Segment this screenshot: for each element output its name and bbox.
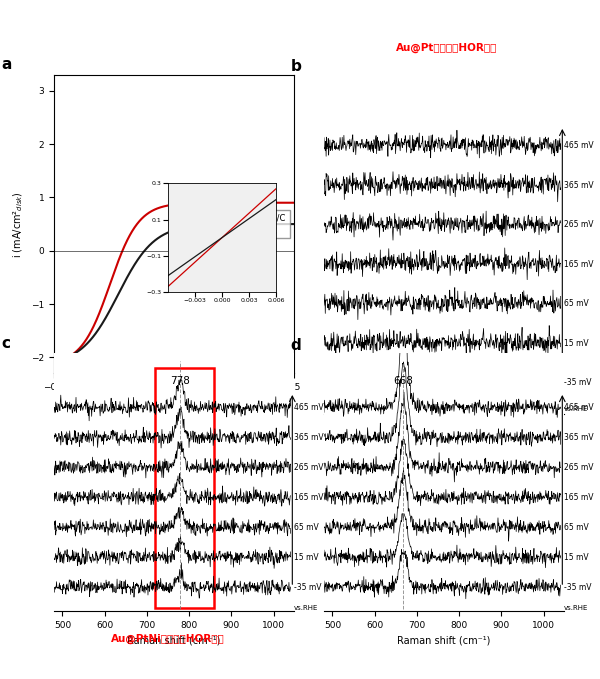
Au@PtNi/C: [112, 264, 119, 272]
Bar: [155, 368, 214, 608]
Text: 165 mV: 165 mV: [564, 492, 593, 502]
Text: vs.RHE: vs.RHE: [294, 605, 319, 611]
Text: d: d: [290, 339, 301, 354]
Text: -35 mV: -35 mV: [294, 583, 322, 591]
Text: 165 mV: 165 mV: [564, 259, 593, 269]
Text: a: a: [1, 57, 11, 72]
Text: -35 mV: -35 mV: [564, 378, 592, 387]
Text: 365 mV: 365 mV: [564, 181, 593, 189]
Text: 15 mV: 15 mV: [564, 553, 589, 562]
X-axis label: Raman shift (cm⁻¹): Raman shift (cm⁻¹): [397, 439, 491, 448]
Text: 465 mV: 465 mV: [564, 403, 593, 411]
Au@PtNi/C: [159, 202, 166, 210]
Text: vs.RHE: vs.RHE: [564, 406, 589, 412]
Au@Pt/C: [192, 222, 199, 230]
X-axis label: Raman shift (cm⁻¹): Raman shift (cm⁻¹): [127, 636, 221, 645]
Y-axis label: i (mA/cm²$_{disk}$): i (mA/cm²$_{disk}$): [12, 191, 25, 257]
Text: 365 mV: 365 mV: [564, 433, 593, 441]
Au@Pt/C: [159, 232, 166, 240]
Text: 165 mV: 165 mV: [294, 492, 323, 502]
Text: b: b: [290, 59, 301, 74]
Text: vs.RHE: vs.RHE: [564, 605, 589, 611]
Text: 265 mV: 265 mV: [294, 462, 323, 472]
Line: Au@Pt/C: Au@Pt/C: [54, 224, 294, 361]
Au@Pt/C: [50, 357, 58, 365]
Text: c: c: [1, 336, 10, 351]
Au@PtNi/C: [93, 316, 100, 324]
Au@Pt/C: [290, 220, 298, 228]
Text: 65 mV: 65 mV: [564, 299, 589, 308]
Text: 265 mV: 265 mV: [564, 220, 593, 230]
Au@PtNi/C: [290, 199, 298, 207]
Text: 65 mV: 65 mV: [564, 523, 589, 532]
Au@Pt/C: [211, 221, 218, 229]
Text: 15 mV: 15 mV: [294, 553, 319, 562]
Au@PtNi/C: [50, 359, 58, 367]
Au@Pt/C: [93, 328, 100, 336]
Legend: Au@PtNi/C, Au@Pt/C: Au@PtNi/C, Au@Pt/C: [218, 210, 290, 238]
Au@PtNi/C: [231, 199, 238, 207]
Text: 465 mV: 465 mV: [564, 141, 593, 150]
Text: 668: 668: [394, 376, 413, 386]
X-axis label: Raman shift (cm⁻¹): Raman shift (cm⁻¹): [397, 636, 491, 645]
Text: Au@Pt参比电极HOR拉曼: Au@Pt参比电极HOR拉曼: [397, 43, 497, 53]
Text: Au@PtNi参比电极HOR拉曼: Au@PtNi参比电极HOR拉曼: [111, 634, 225, 644]
Text: -35 mV: -35 mV: [564, 583, 592, 591]
Text: 15 mV: 15 mV: [564, 339, 589, 348]
Text: 65 mV: 65 mV: [294, 523, 319, 532]
X-axis label: E (V vs. RHE): E (V vs. RHE): [142, 398, 206, 407]
Text: 365 mV: 365 mV: [294, 433, 323, 441]
Text: 265 mV: 265 mV: [564, 462, 593, 472]
Line: Au@PtNi/C: Au@PtNi/C: [54, 203, 294, 363]
Text: 465 mV: 465 mV: [294, 403, 323, 411]
Au@Pt/C: [231, 220, 238, 228]
Text: 778: 778: [170, 376, 190, 386]
Au@Pt/C: [112, 295, 119, 304]
Au@PtNi/C: [211, 199, 218, 207]
Au@PtNi/C: [192, 199, 199, 207]
